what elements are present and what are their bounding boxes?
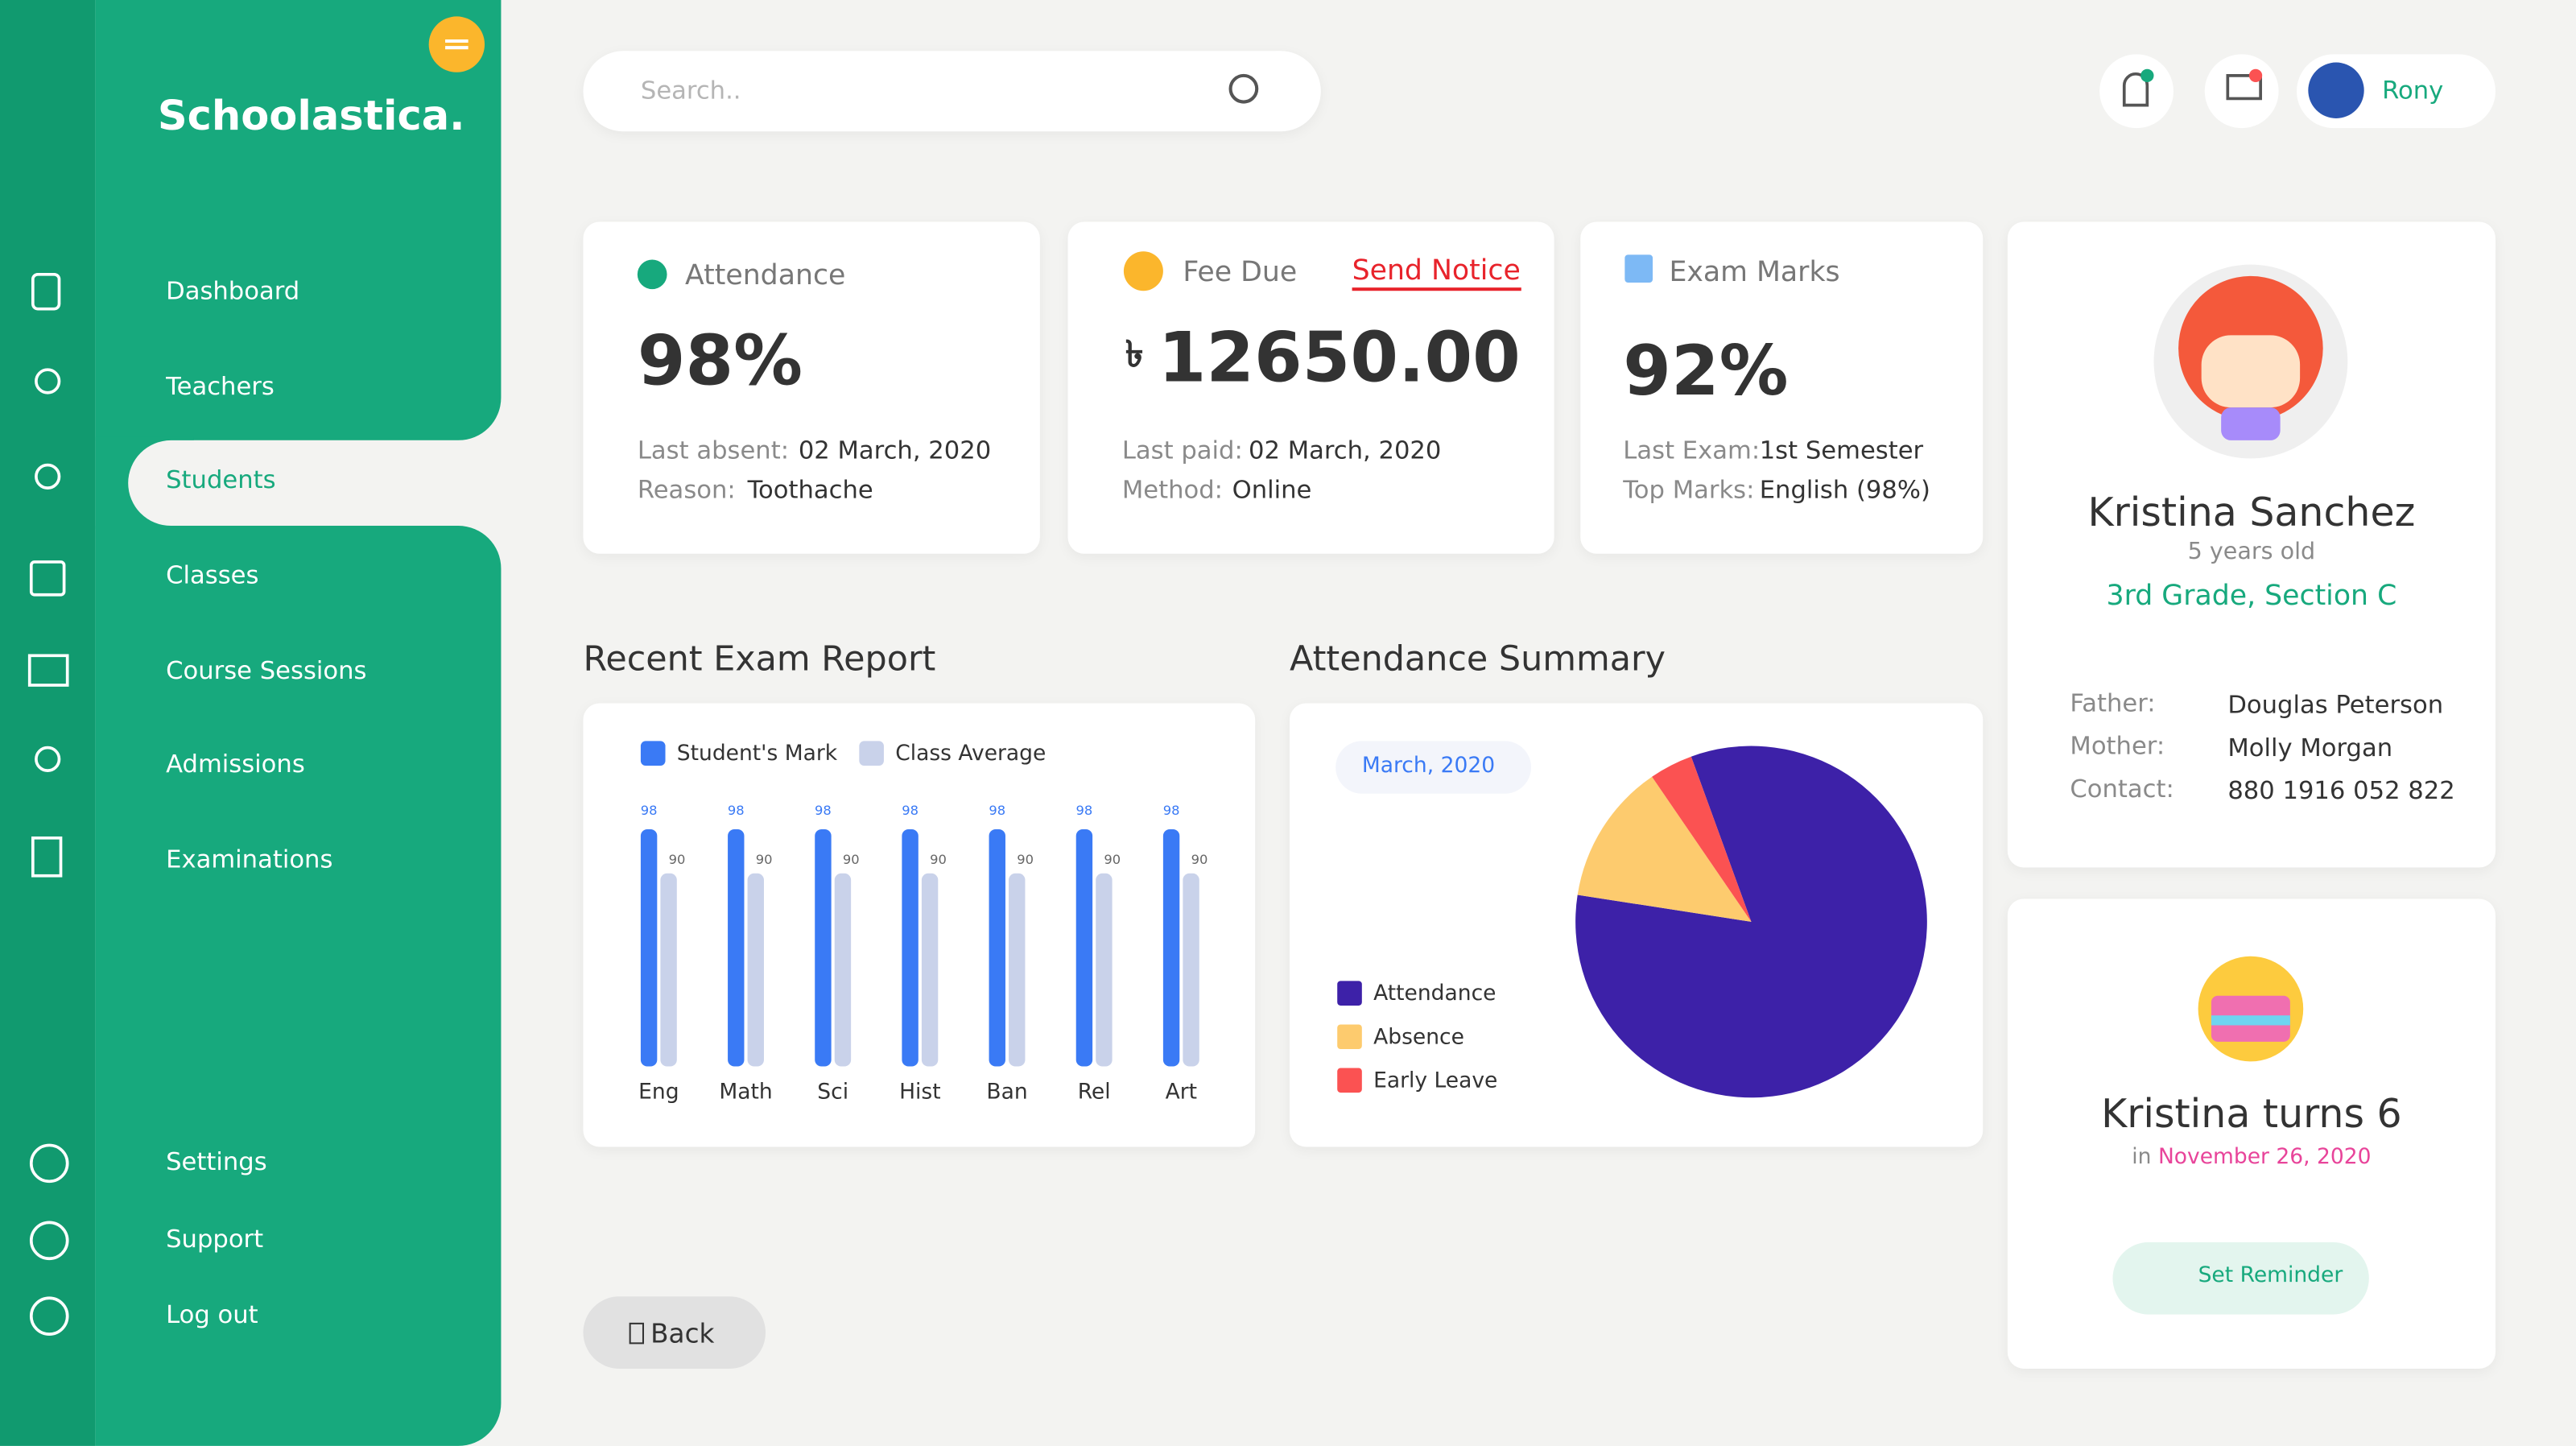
- row-label: Method:: [1121, 474, 1223, 505]
- search-box[interactable]: Search..: [583, 51, 1321, 132]
- row-label: Reason:: [637, 474, 736, 505]
- back-label: Back: [650, 1317, 715, 1349]
- menu-button[interactable]: [428, 16, 485, 72]
- detail-value: Molly Morgan: [2227, 733, 2393, 762]
- nav-item[interactable]: Log out: [166, 1299, 258, 1330]
- icon-rail: [0, 0, 96, 1446]
- card-value: 92%: [1623, 330, 1789, 411]
- filter-label: March, 2020: [1361, 754, 1496, 779]
- month-filter[interactable]: March, 2020: [1335, 741, 1532, 794]
- message-button[interactable]: [2204, 54, 2279, 129]
- send-notice[interactable]: Send Notice: [1352, 254, 1521, 291]
- exam-chart-panel: [583, 703, 1256, 1147]
- nav-item[interactable]: Examinations: [166, 844, 333, 874]
- detail-label: Mother:: [2070, 731, 2165, 761]
- card-value: 98%: [637, 320, 803, 401]
- row-label: Last Exam:: [1623, 435, 1761, 465]
- student-class: 3rd Grade, Section C: [2106, 580, 2397, 614]
- button-label: Set Reminder: [2198, 1263, 2343, 1288]
- exam-card: Exam Marks 92% Last Exam: 1st Semester T…: [1580, 221, 1984, 554]
- nav-item[interactable]: Course Sessions: [166, 655, 367, 686]
- chart-title: Attendance Summary: [1290, 638, 1666, 679]
- row-value: 02 March, 2020: [1249, 435, 1442, 465]
- card-value: 12650.00: [1158, 316, 1521, 398]
- card-title: Exam Marks: [1669, 256, 1840, 290]
- card-title: Fee Due: [1183, 256, 1298, 290]
- sidebar-bottom: [95, 526, 502, 1446]
- row-value: Online: [1232, 474, 1312, 505]
- detail-label: Father:: [2070, 688, 2156, 718]
- chart-title: Recent Exam Report: [583, 638, 936, 679]
- card-title: Attendance: [685, 259, 846, 293]
- student-name: Kristina Sanchez: [2087, 490, 2416, 536]
- user-name: Rony: [2382, 75, 2444, 105]
- row-label: Top Marks:: [1623, 474, 1755, 505]
- nav-item[interactable]: Settings: [166, 1146, 267, 1177]
- notification-button[interactable]: [2099, 54, 2174, 129]
- profile-card: Kristina Sanchez 5 years old 3rd Grade, …: [2007, 221, 2496, 868]
- back-icon: [629, 1322, 644, 1345]
- detail-label: Contact:: [2070, 774, 2174, 804]
- nav-item[interactable]: Teachers: [166, 371, 275, 401]
- active-pill: [128, 440, 502, 527]
- search-placeholder: Search..: [640, 75, 741, 105]
- detail-value: 880 1916 052 822: [2227, 775, 2455, 805]
- row-value: 1st Semester: [1759, 435, 1924, 465]
- user-menu[interactable]: Rony: [2297, 54, 2496, 129]
- logo: Schoolastica.: [157, 92, 465, 140]
- row-value: 02 March, 2020: [798, 435, 992, 465]
- sidebar-top: [95, 0, 502, 440]
- fee-card: Fee Due Send Notice ৳ 12650.00 Last paid…: [1067, 221, 1554, 554]
- row-value: English (98%): [1759, 474, 1930, 505]
- nav-item[interactable]: Support: [166, 1224, 264, 1254]
- birthday-card: Kristina turns 6 in November 26, 2020 Se…: [2007, 899, 2496, 1369]
- student-age: 5 years old: [2187, 539, 2316, 566]
- birthday-title: Kristina turns 6: [2101, 1091, 2402, 1138]
- row-label: Last absent:: [637, 435, 790, 465]
- nav-item[interactable]: Admissions: [166, 749, 305, 779]
- row-label: Last paid:: [1121, 435, 1243, 465]
- back-button[interactable]: Back: [583, 1296, 766, 1369]
- currency: ৳: [1125, 335, 1144, 377]
- detail-value: Douglas Peterson: [2227, 690, 2444, 720]
- nav-item[interactable]: Dashboard: [166, 275, 300, 306]
- set-reminder-button[interactable]: Set Reminder: [2112, 1241, 2369, 1315]
- birthday-date-line: in November 26, 2020: [2008, 1145, 2496, 1170]
- nav-item[interactable]: Students: [166, 465, 276, 495]
- row-value: Toothache: [747, 474, 873, 505]
- attendance-card: Attendance 98% Last absent: 02 March, 20…: [583, 221, 1040, 554]
- birthday-date: November 26, 2020: [2157, 1145, 2372, 1171]
- birthday-prefix: in: [2132, 1145, 2152, 1171]
- nav-item[interactable]: Classes: [166, 560, 259, 590]
